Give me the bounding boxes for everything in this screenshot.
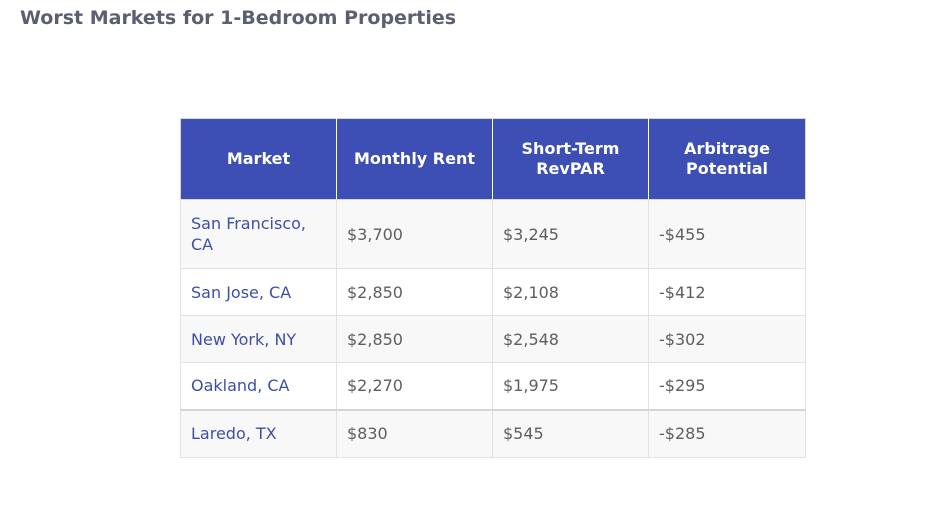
market-cell[interactable]: Laredo, TX <box>180 408 337 458</box>
table-row: Oakland, CA $2,270 $1,975 -$295 <box>180 362 806 410</box>
markets-table-container: Market Monthly Rent Short-Term RevPAR Ar… <box>180 118 806 458</box>
monthly-rent-cell: $830 <box>336 408 493 458</box>
table-row: San Jose, CA $2,850 $2,108 -$412 <box>180 268 806 316</box>
arbitrage-cell: -$412 <box>648 268 806 316</box>
monthly-rent-cell: $2,850 <box>336 268 493 316</box>
monthly-rent-cell: $3,700 <box>336 199 493 269</box>
revpar-cell: $3,245 <box>492 199 649 269</box>
header-short-term-revpar: Short-Term RevPAR <box>492 118 649 200</box>
monthly-rent-cell: $2,270 <box>336 362 493 410</box>
header-monthly-rent: Monthly Rent <box>336 118 493 200</box>
market-cell[interactable]: Oakland, CA <box>180 362 337 410</box>
arbitrage-cell: -$295 <box>648 362 806 410</box>
table-body: San Francisco, CA $3,700 $3,245 -$455 Sa… <box>180 199 806 458</box>
market-cell[interactable]: San Jose, CA <box>180 268 337 316</box>
table-row: New York, NY $2,850 $2,548 -$302 <box>180 315 806 363</box>
market-cell[interactable]: New York, NY <box>180 315 337 363</box>
table-header: Market Monthly Rent Short-Term RevPAR Ar… <box>180 118 806 200</box>
monthly-rent-cell: $2,850 <box>336 315 493 363</box>
revpar-cell: $2,548 <box>492 315 649 363</box>
arbitrage-cell: -$455 <box>648 199 806 269</box>
table-row: Laredo, TX $830 $545 -$285 <box>180 408 806 458</box>
page-title: Worst Markets for 1-Bedroom Properties <box>20 7 457 29</box>
market-cell[interactable]: San Francisco, CA <box>180 199 337 269</box>
arbitrage-cell: -$302 <box>648 315 806 363</box>
revpar-cell: $545 <box>492 408 649 458</box>
header-arbitrage-potential: Arbitrage Potential <box>648 118 806 200</box>
header-market: Market <box>180 118 337 200</box>
header-row: Market Monthly Rent Short-Term RevPAR Ar… <box>180 118 806 200</box>
revpar-cell: $1,975 <box>492 362 649 410</box>
revpar-cell: $2,108 <box>492 268 649 316</box>
worst-markets-table: Market Monthly Rent Short-Term RevPAR Ar… <box>180 118 806 458</box>
table-row: San Francisco, CA $3,700 $3,245 -$455 <box>180 199 806 269</box>
arbitrage-cell: -$285 <box>648 408 806 458</box>
